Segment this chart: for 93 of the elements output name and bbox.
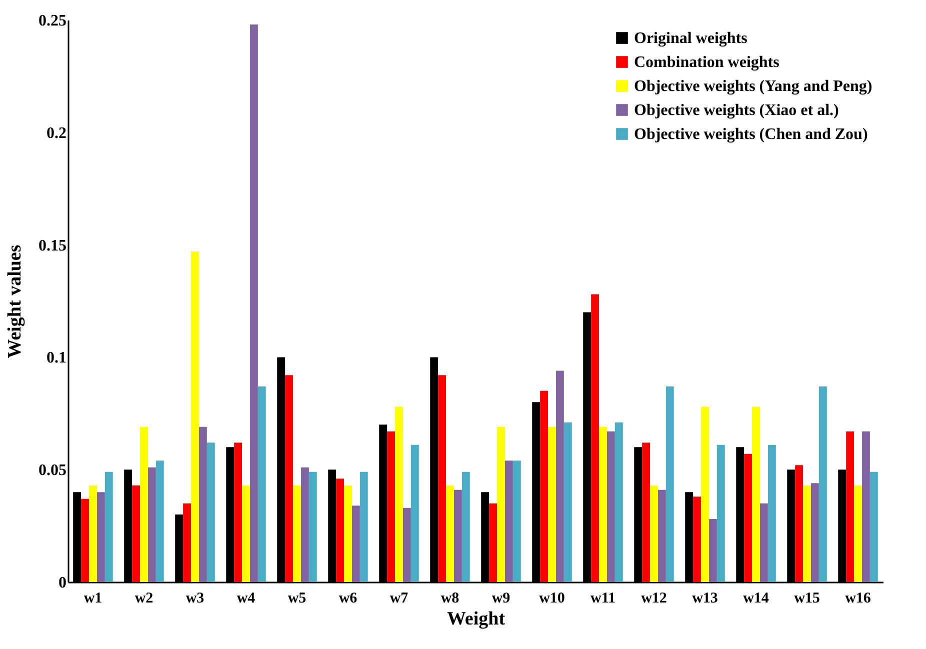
bar [693,496,702,582]
bar [701,406,709,582]
bar [234,442,242,582]
y-tick-label: 0.25 [38,12,66,30]
x-tick-label: w6 [338,590,358,606]
bar [752,406,760,582]
bar [497,426,505,582]
bar [642,442,650,582]
bar [402,508,411,582]
bar [708,519,717,582]
bar [410,444,419,582]
bar [336,478,344,582]
bar [760,503,768,582]
x-tick-label: w2 [134,590,154,606]
bar [250,24,258,582]
bar [540,390,548,582]
legend-label: Combination weights [634,54,780,71]
bar [438,375,446,582]
bar [810,483,819,582]
bar [242,485,250,582]
bar [132,485,140,582]
bar [360,472,368,582]
x-tick-label: w16 [845,590,872,606]
bar [716,444,725,582]
y-tick-label: 0.2 [46,124,66,142]
x-tick-label: w1 [84,590,102,606]
bar [387,431,396,582]
bar [89,485,97,582]
bar [206,442,215,582]
bar [191,252,199,582]
legend-label: Original weights [634,30,748,47]
x-tick-label: w12 [641,590,667,606]
x-axis-title: Weight [446,608,506,630]
x-tick-label: w10 [539,590,565,606]
bar [300,467,309,582]
bar [96,492,105,582]
bar [183,503,192,582]
bar [504,460,513,582]
bar [81,498,90,582]
bar [344,485,352,582]
bar [258,386,266,582]
bar [854,485,862,582]
bar [606,431,615,582]
bar [846,431,854,582]
x-tick-label: w8 [440,590,460,606]
bar [658,490,666,582]
bar [446,485,454,582]
x-tick-label: w7 [390,590,409,606]
legend-label: Objective weights (Xiao et al.) [634,102,839,119]
bar [285,375,294,582]
x-tick-label: w5 [288,590,306,606]
bar [512,460,521,582]
bar [591,294,600,582]
x-tick-label: w9 [492,590,510,606]
x-tick-label: w13 [692,590,718,606]
x-tick-label: w14 [743,590,770,606]
x-tick-label: w11 [590,590,616,606]
bar [614,422,623,582]
bar [489,503,498,582]
bar [564,422,572,582]
bar [148,467,156,582]
bar [156,460,164,582]
y-tick-label: 0 [58,574,66,592]
y-tick-label: 0.05 [38,462,66,480]
bar [599,426,607,582]
bar [104,472,113,582]
y-axis-title: Weight values [4,244,26,358]
x-tick-label: w4 [236,590,256,606]
x-tick-label: w15 [794,590,820,606]
bar [795,465,804,582]
legend-label: Objective weights (Yang and Peng) [634,78,872,95]
bar [308,472,317,582]
bar [870,472,878,582]
bar [462,472,470,582]
bar [548,426,556,582]
bar [818,386,827,582]
legend-label: Objective weights (Chen and Zou) [634,126,868,143]
bar [293,485,301,582]
bar [198,426,207,582]
bar [395,406,403,582]
y-tick-label: 0.15 [38,237,66,254]
bar [352,506,360,582]
bar [768,444,776,582]
x-tick-label: w3 [186,590,204,606]
bar [862,431,870,582]
bar [666,386,674,582]
y-tick-label: 0.1 [46,350,66,367]
bar [744,454,752,582]
bar [454,490,462,582]
bar [556,370,564,582]
bar [140,426,148,582]
bar [803,485,811,582]
bar [650,485,658,582]
